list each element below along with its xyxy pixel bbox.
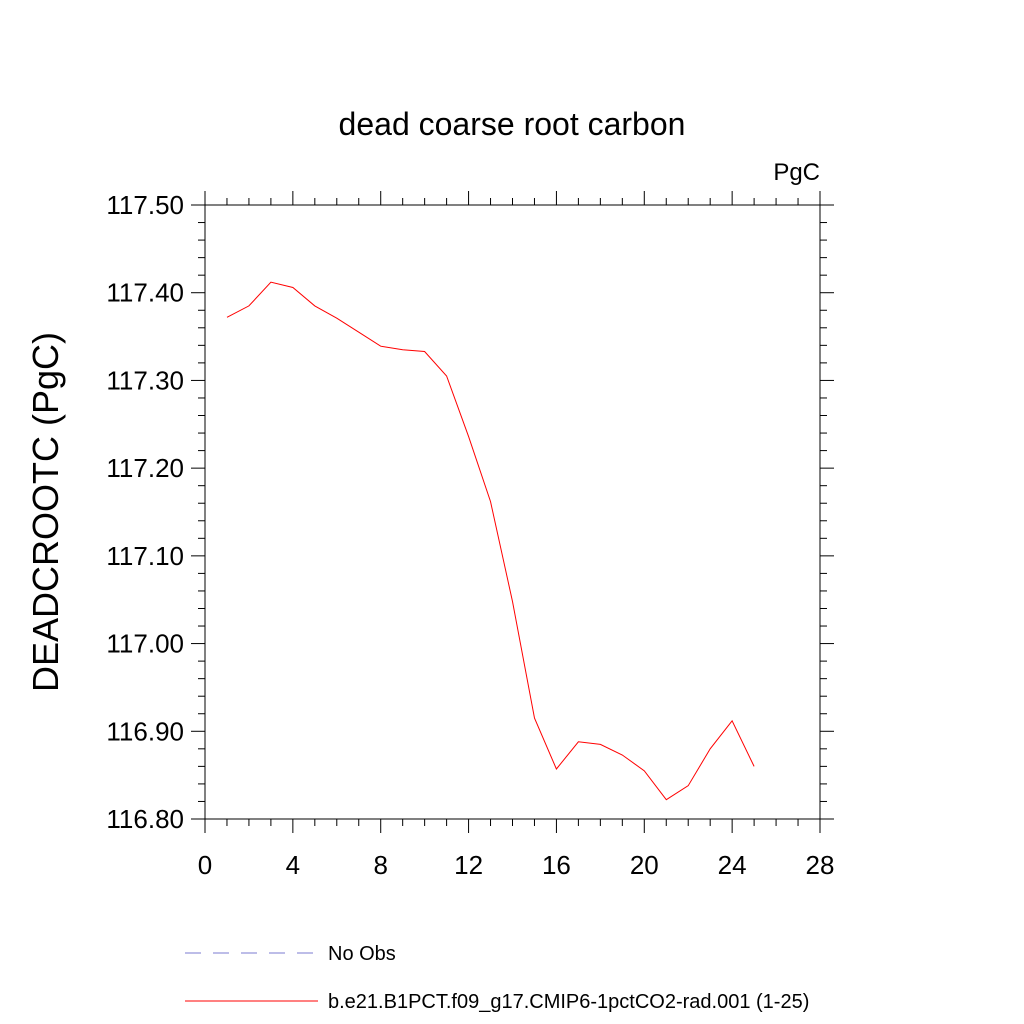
- x-tick-label: 0: [198, 850, 212, 880]
- x-tick-label: 24: [718, 850, 747, 880]
- x-tick-label: 16: [542, 850, 571, 880]
- legend-label-model-run: b.e21.B1PCT.f09_g17.CMIP6-1pctCO2-rad.00…: [328, 991, 809, 1013]
- series-lines: [226, 281, 755, 801]
- x-tick-label: 8: [373, 850, 387, 880]
- y-axis-label: DEADCROOTC (PgC): [25, 332, 66, 692]
- y-tick-label: 117.10: [106, 541, 184, 571]
- x-tick-label: 28: [806, 850, 835, 880]
- x-tick-label: 20: [630, 850, 659, 880]
- y-tick-labels: 116.80 116.90 117.00 117.10 117.20 117.30 117.…: [106, 190, 184, 834]
- x-tick-label: 12: [454, 850, 483, 880]
- legend-label-no-obs: No Obs: [328, 943, 396, 965]
- tick-marks: [191, 191, 834, 833]
- x-tick-label: 4: [286, 850, 300, 880]
- y-tick-label: 116.80: [106, 804, 184, 834]
- y-tick-label: 117.20: [106, 453, 184, 483]
- y-tick-label: 116.90: [106, 716, 184, 746]
- series-line: [226, 281, 755, 801]
- x-tick-labels: 0 4 8 12 16 20 24 28: [198, 850, 835, 880]
- y-tick-label: 117.40: [106, 278, 184, 308]
- legend: No Obs b.e21.B1PCT.f09_g17.CMIP6-1pctCO2…: [185, 943, 809, 1013]
- y-tick-label: 117.00: [106, 629, 184, 659]
- y-tick-label: 117.50: [106, 190, 184, 220]
- chart-title: dead coarse root carbon: [339, 106, 686, 142]
- units-label: PgC: [773, 159, 820, 186]
- y-tick-label: 117.30: [106, 365, 184, 395]
